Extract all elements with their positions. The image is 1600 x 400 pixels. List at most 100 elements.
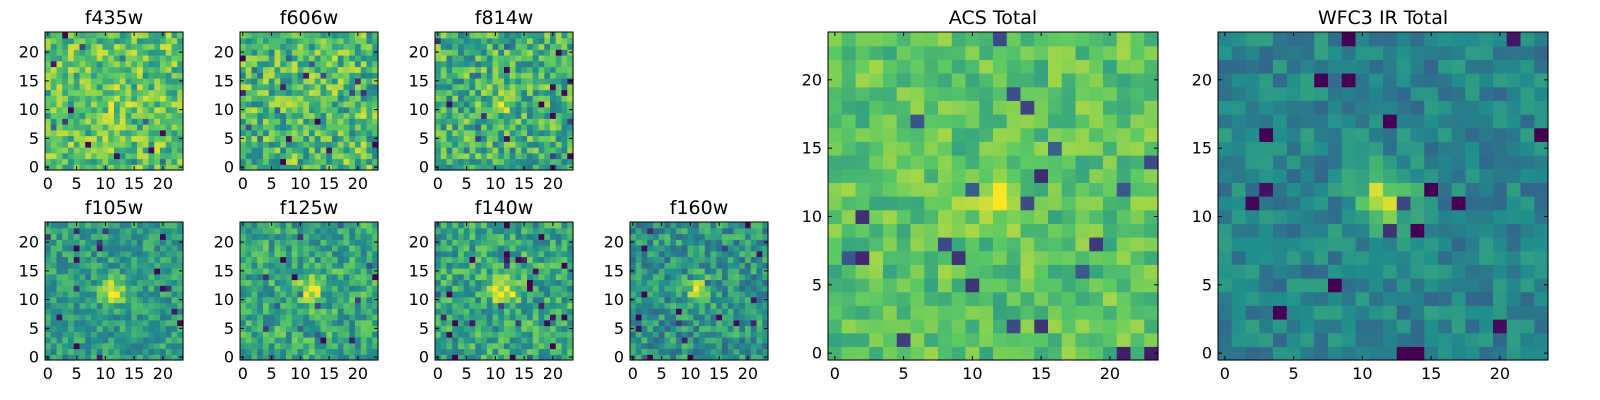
heatmap-cell bbox=[498, 124, 505, 131]
heatmap-cell bbox=[68, 78, 75, 85]
heatmap-cell bbox=[561, 325, 568, 332]
heatmap-cell bbox=[119, 164, 127, 171]
heatmap-cell bbox=[739, 325, 746, 332]
heatmap-cell bbox=[716, 319, 723, 327]
heatmap-cell bbox=[154, 118, 161, 125]
heatmap-cell bbox=[102, 158, 109, 165]
heatmap-cell bbox=[896, 196, 912, 211]
heatmap-cell bbox=[641, 337, 648, 344]
heatmap-cell bbox=[137, 135, 144, 142]
heatmap-cell bbox=[142, 55, 150, 62]
heatmap-cell bbox=[544, 135, 551, 142]
heatmap-cell bbox=[303, 325, 310, 332]
heatmap-cell bbox=[56, 60, 63, 68]
heatmap-cell bbox=[62, 95, 69, 102]
heatmap-cell bbox=[297, 43, 304, 50]
heatmap-cell bbox=[869, 250, 884, 265]
heatmap-cell bbox=[739, 279, 746, 286]
heatmap-cell bbox=[710, 222, 717, 229]
heatmap-cell bbox=[469, 118, 476, 125]
heatmap-cell bbox=[924, 305, 939, 320]
y-tick-label: 0 bbox=[419, 158, 429, 177]
heatmap-cell bbox=[148, 296, 155, 304]
heatmap-cell bbox=[240, 285, 247, 292]
heatmap-cell bbox=[366, 227, 373, 235]
heatmap-cell bbox=[171, 273, 178, 281]
heatmap-cell bbox=[993, 346, 1008, 361]
heatmap-cell bbox=[756, 268, 763, 275]
heatmap-cell bbox=[1089, 291, 1104, 306]
heatmap-cell bbox=[1116, 250, 1132, 265]
heatmap-cell bbox=[481, 37, 488, 45]
heatmap-cell bbox=[91, 66, 98, 73]
heatmap-cell bbox=[309, 325, 316, 332]
heatmap-cell bbox=[1130, 114, 1145, 129]
heatmap-cell bbox=[532, 43, 540, 50]
heatmap-cell bbox=[148, 250, 155, 258]
heatmap-cell bbox=[527, 37, 534, 45]
heatmap-cell bbox=[1245, 346, 1260, 361]
heatmap-cell bbox=[114, 342, 121, 350]
heatmap-cell bbox=[567, 314, 574, 321]
heatmap-cell bbox=[635, 325, 643, 332]
heatmap-cell bbox=[332, 83, 339, 91]
heatmap-cell bbox=[125, 227, 132, 235]
heatmap-cell bbox=[463, 348, 471, 355]
heatmap-cell bbox=[142, 302, 150, 309]
heatmap-cell bbox=[647, 342, 654, 350]
heatmap-cell bbox=[538, 141, 545, 148]
heatmap-cell bbox=[114, 337, 121, 344]
heatmap-cell bbox=[739, 296, 746, 304]
heatmap-cell bbox=[1006, 250, 1022, 265]
heatmap-cell bbox=[263, 342, 270, 350]
heatmap-cell bbox=[263, 262, 270, 269]
heatmap-cell bbox=[538, 89, 545, 96]
heatmap-cell bbox=[286, 32, 293, 39]
heatmap-cell bbox=[1314, 305, 1329, 320]
heatmap-cell bbox=[498, 285, 505, 292]
heatmap-cell bbox=[458, 66, 465, 73]
heatmap-cell bbox=[1130, 127, 1145, 142]
heatmap-cell bbox=[463, 106, 471, 114]
heatmap-cell bbox=[314, 164, 322, 171]
heatmap-cell bbox=[160, 227, 167, 235]
heatmap-cell bbox=[274, 331, 281, 338]
heatmap-cell bbox=[50, 118, 58, 125]
heatmap-cell bbox=[567, 66, 574, 73]
heatmap-cell bbox=[148, 222, 155, 229]
heatmap-cell bbox=[108, 273, 115, 281]
heatmap-cell bbox=[532, 164, 540, 171]
heatmap-cell bbox=[297, 152, 304, 160]
heatmap-cell bbox=[137, 279, 144, 286]
heatmap-cell bbox=[68, 124, 75, 131]
heatmap-cell bbox=[446, 302, 453, 309]
heatmap-cell bbox=[1020, 291, 1035, 306]
heatmap-cell bbox=[509, 250, 517, 258]
heatmap-cell bbox=[286, 302, 293, 309]
heatmap-cell bbox=[538, 118, 545, 125]
heatmap-cell bbox=[993, 332, 1008, 347]
heatmap-cell bbox=[739, 262, 746, 269]
heatmap-cell bbox=[326, 337, 333, 344]
heatmap-cell bbox=[681, 302, 689, 309]
heatmap-cell bbox=[79, 239, 86, 246]
heatmap-cell bbox=[1075, 250, 1090, 265]
heatmap-cell bbox=[91, 55, 98, 62]
heatmap-cell bbox=[303, 72, 310, 79]
heatmap-cell bbox=[647, 296, 654, 304]
heatmap-cell bbox=[498, 296, 505, 304]
heatmap-cell bbox=[722, 262, 729, 269]
heatmap-cell bbox=[79, 152, 86, 160]
heatmap-cell bbox=[337, 60, 345, 68]
heatmap-cell bbox=[326, 83, 333, 91]
heatmap-cell bbox=[45, 55, 52, 62]
heatmap-cell bbox=[240, 89, 247, 96]
heatmap-cell bbox=[481, 245, 488, 252]
heatmap-cell bbox=[85, 302, 92, 309]
heatmap-cell bbox=[1438, 305, 1453, 320]
heatmap-cell bbox=[1259, 305, 1274, 320]
heatmap-cell bbox=[165, 83, 173, 91]
heatmap-cell bbox=[291, 222, 299, 229]
heatmap-cell bbox=[687, 273, 694, 281]
heatmap-cell bbox=[171, 262, 178, 269]
